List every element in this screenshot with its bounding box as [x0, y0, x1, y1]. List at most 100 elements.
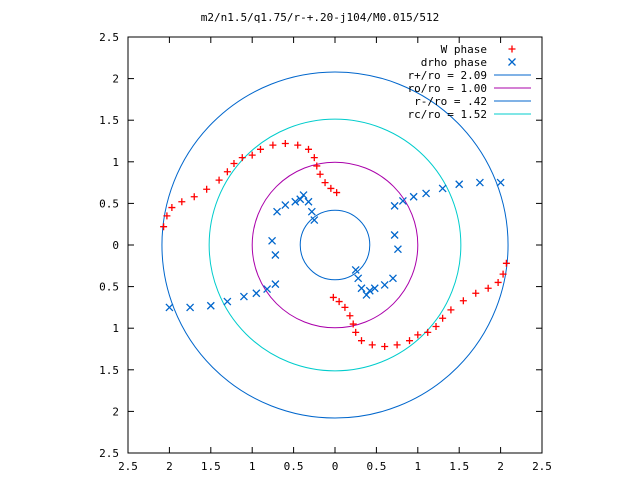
w-phase-point: [248, 151, 256, 159]
drho-phase-point: [380, 280, 389, 289]
w-phase-point: [256, 145, 264, 153]
drho-phase-point: [422, 189, 431, 198]
drho-phase-point: [291, 197, 300, 206]
w-phase-point: [305, 145, 313, 153]
w-phase-point: [447, 306, 455, 314]
radius-circles: [161, 71, 509, 419]
data-points: [160, 139, 510, 351]
drho-phase-point: [263, 285, 272, 294]
w-phase-point: [459, 297, 467, 305]
x-tick-label: 2.5: [118, 460, 138, 473]
w-phase-point: [294, 141, 302, 149]
y-tick-label: 2.5: [99, 447, 119, 460]
y-tick-label: 0: [112, 239, 119, 252]
drho-phase-point: [252, 289, 261, 298]
x-tick-label: 1: [414, 460, 421, 473]
w-phase-point: [502, 259, 510, 267]
y-tick-label: 2.5: [99, 31, 119, 44]
axis-ticks: 2.5 2 1.5 1 0.5 0 0.5 1 1.5 2 2.52.521.510.500.511…: [99, 31, 552, 473]
w-phase-point: [349, 320, 357, 328]
w-phase-point: [346, 312, 354, 320]
w-phase-point: [223, 168, 231, 176]
y-tick-label: 1: [112, 156, 119, 169]
drho-phase-point: [271, 280, 280, 289]
drho-phase-point: [304, 197, 313, 206]
legend-marker: [508, 58, 516, 66]
w-phase-point: [203, 185, 211, 193]
w-phase-point: [414, 331, 422, 339]
w-phase-point: [368, 341, 376, 349]
drho-phase-point: [310, 216, 319, 224]
drho-phase-point: [165, 303, 174, 312]
w-phase-point: [329, 293, 337, 301]
w-phase-point: [281, 139, 289, 147]
w-phase-point: [472, 289, 480, 297]
drho-phase-point: [409, 192, 418, 201]
y-tick-label: 2: [112, 73, 119, 86]
radius-circle: [208, 118, 462, 372]
y-tick-label: 2: [112, 405, 119, 418]
radius-circle: [251, 161, 419, 329]
w-phase-point: [215, 176, 223, 184]
w-phase-point: [341, 303, 349, 311]
w-phase-point: [238, 154, 246, 162]
w-phase-point: [160, 223, 168, 231]
x-tick-label: 2: [166, 460, 173, 473]
drho-phase-point: [398, 196, 407, 205]
radius-circle: [161, 71, 509, 419]
x-tick-label: 1: [249, 460, 256, 473]
x-tick-label: 0.5: [284, 460, 304, 473]
legend-label: r+/ro = 2.09: [408, 69, 487, 82]
w-phase-point: [327, 184, 335, 192]
w-phase-point: [163, 212, 171, 220]
w-phase-point: [424, 328, 432, 336]
w-phase-point: [269, 141, 277, 149]
drho-phase-point: [268, 236, 277, 245]
drho-phase-point: [239, 292, 248, 301]
w-phase-point: [313, 162, 321, 170]
drho-phase-point: [281, 201, 290, 210]
w-phase-point: [168, 204, 176, 212]
w-phase-point: [352, 328, 360, 336]
drho-phase-point: [496, 178, 505, 187]
drho-phase-point: [307, 207, 316, 216]
w-phase-point: [335, 298, 343, 306]
w-phase-point: [432, 323, 440, 331]
legend-label: r-/ro = .42: [414, 95, 487, 108]
drho-phase-point: [455, 180, 464, 189]
drho-phase-point: [390, 201, 399, 210]
drho-phase-point: [362, 290, 371, 299]
x-tick-label: 1.5: [201, 460, 221, 473]
w-phase-point: [406, 337, 414, 345]
y-tick-label: 1.5: [99, 114, 119, 127]
x-tick-label: 0.5: [366, 460, 386, 473]
drho-phase-point: [475, 178, 484, 187]
legend-label: ro/ro = 1.00: [408, 82, 487, 95]
drho-phase-point: [271, 251, 280, 259]
w-phase-point: [333, 189, 341, 197]
w-phase-point: [439, 314, 447, 322]
drho-phase-point: [370, 284, 379, 293]
x-tick-label: 2.5: [532, 460, 552, 473]
drho-phase-point: [389, 274, 397, 283]
x-tick-label: 2: [497, 460, 504, 473]
w-phase-point: [357, 337, 365, 345]
y-tick-label: 0.5: [99, 281, 119, 294]
w-phase-point: [381, 343, 389, 351]
legend-label: W phase: [441, 43, 487, 56]
w-phase-point: [499, 270, 507, 278]
drho-phase-point: [438, 184, 447, 193]
legend-label: drho phase: [421, 56, 487, 69]
w-phase-point: [494, 278, 502, 286]
w-phase-point: [393, 341, 401, 349]
drho-phase-point: [273, 207, 281, 216]
legend-marker: [508, 45, 516, 53]
drho-phase-point: [223, 297, 232, 306]
y-tick-label: 1: [112, 322, 119, 335]
x-tick-label: 1.5: [449, 460, 469, 473]
drho-phase-point: [393, 245, 402, 254]
x-tick-label: 0: [332, 460, 339, 473]
drho-phase-point: [354, 274, 363, 283]
